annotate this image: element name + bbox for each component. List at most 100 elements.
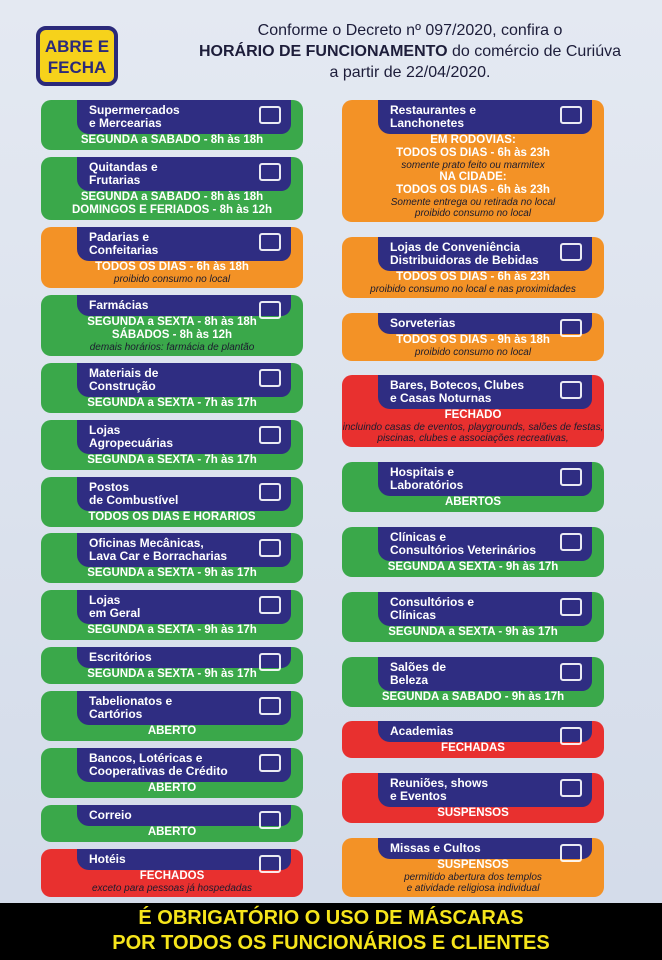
title-line: a partir de 22/04/2020.: [329, 64, 491, 81]
card-name: Distribuidoras de Bebidas: [390, 252, 539, 267]
card-name: Lojas: [89, 422, 121, 437]
column: Restaurantes e Lanchonetes EM RODOVIAS: TOD…: [342, 100, 604, 897]
card-tab: Quitandas e Frutarias: [77, 156, 291, 191]
card-tab: Lojas de Conveniência Distribuidoras de B…: [378, 236, 592, 271]
status: ABERTOS: [444, 496, 502, 509]
status: ABERTO: [147, 782, 197, 795]
card: Lojas Agropecuárias SEGUNDA a SEXTA - 7h à…: [41, 419, 303, 470]
column: Supermercados e Mercearias SEGUNDA a SÁBAD…: [41, 100, 303, 897]
status: SEGUNDA a SEXTA - 9h às 17h: [87, 624, 257, 637]
card: Hotéis FECHADOS exceto para pessoas já hos…: [41, 848, 303, 897]
card: Academias FECHADAS: [342, 721, 604, 759]
card: Missas e Cultos SUSPENSOS permitido abertu…: [342, 837, 604, 897]
card-name: Lojas: [89, 593, 121, 608]
card-name: Escritórios: [89, 650, 152, 665]
status: EM RODOVIAS:: [430, 134, 516, 146]
note: proibido consumo no local: [414, 208, 532, 219]
card-tab: Missas e Cultos: [378, 837, 592, 862]
card-tab: Materiais de Construção: [77, 362, 291, 397]
card-tab: Escritórios: [77, 647, 291, 672]
card-name: Confeitarias: [89, 242, 159, 257]
card-name: Bares, Botecos, Clubes: [390, 378, 525, 393]
card-name: Bancos, Lotéricas e: [89, 751, 203, 766]
card-tab: Sorveterias: [378, 312, 592, 337]
logo-line: ABRE E: [44, 37, 110, 56]
card-name: Salões de: [390, 659, 447, 674]
card-tab: Salões de Beleza: [378, 656, 592, 691]
card-tab: Lojas em Geral: [77, 590, 291, 625]
card: Escritórios SEGUNDA a SEXTA - 9h às 17h: [41, 647, 303, 685]
status: SUSPENSOS: [437, 858, 509, 871]
card-name: Agropecuárias: [89, 435, 174, 450]
card-name: Padarias e: [89, 229, 150, 244]
status: TODOS OS DIAS - 6h às 23h: [396, 147, 550, 159]
card: Restaurantes e Lanchonetes EM RODOVIAS: TOD…: [342, 100, 604, 222]
note: proibido consumo no local: [414, 346, 532, 358]
status: TODOS OS DIAS - 9h às 18h: [396, 333, 550, 346]
card: Supermercados e Mercearias SEGUNDA a SÁBAD…: [41, 100, 303, 150]
card-tab: Correio: [77, 805, 291, 830]
note: Somente entrega ou retirada no local: [390, 197, 556, 208]
status: FECHADAS: [441, 742, 505, 755]
card-name: Clínicas e: [390, 529, 447, 544]
status: SEGUNDA a SEXTA - 7h às 17h: [87, 396, 257, 409]
card-name: Consultórios e: [390, 594, 475, 609]
status: SÁBADOS - 8h às 12h: [111, 328, 233, 341]
card-name: Correio: [89, 808, 132, 823]
card: Padarias e Confeitarias TODOS OS DIAS - 6h…: [41, 226, 303, 288]
status: TODOS OS DIAS E HORÁRIOS: [88, 510, 256, 523]
note: exceto para pessoas já hospedadas: [91, 882, 253, 894]
note: proibido consumo no local: [113, 273, 231, 285]
status: SEGUNDA a SÁBADO - 8h às 18h: [80, 190, 264, 203]
card-name: Laboratórios: [390, 478, 464, 493]
title-text: do comércio de Curiúva: [447, 43, 621, 60]
status: ABERTO: [147, 826, 197, 839]
card-tab: Bares, Botecos, Clubes e Casas Noturnas: [378, 375, 592, 410]
card-name: Tabelionatos e: [89, 694, 173, 709]
card-tab: Oficinas Mecânicas, Lava Car e Borrachari…: [77, 533, 291, 568]
card: Salões de Beleza SEGUNDA a SÁBADO - 9h às …: [342, 656, 604, 707]
card-name: Reuniões, shows: [390, 776, 489, 791]
card-tab: Restaurantes e Lanchonetes: [378, 100, 592, 134]
status: TODOS OS DIAS - 6h às 18h: [95, 260, 249, 273]
card: Hospitais e Laboratórios ABERTOS: [342, 462, 604, 513]
card-tab: Lojas Agropecuárias: [77, 419, 291, 454]
card: Bancos, Lotéricas e Cooperativas de Crédi…: [41, 748, 303, 799]
card-name: Oficinas Mecânicas,: [89, 536, 204, 551]
status: SEGUNDA a SEXTA - 7h às 17h: [87, 453, 257, 466]
card: Lojas de Conveniência Distribuidoras de B…: [342, 236, 604, 298]
card-name: Lanchonetes: [390, 116, 465, 130]
card-name: em Geral: [89, 606, 141, 621]
card-name: Lava Car e Borracharias: [89, 549, 228, 564]
footer: É OBRIGATÓRIO O USO DE MÁSCARAS POR TODOS…: [0, 903, 662, 960]
card-tab: Padarias e Confeitarias: [77, 226, 291, 261]
card: Consultórios e Clínicas SEGUNDA a SEXTA - …: [342, 591, 604, 642]
status: SEGUNDA a SEXTA - 9h às 17h: [87, 567, 257, 580]
status: FECHADO: [444, 409, 502, 422]
status: TODOS OS DIAS - 6h às 23h: [396, 270, 550, 283]
card: Postos de Combustível TODOS OS DIAS E HORÁ…: [41, 476, 303, 527]
note: demais horários: farmácia de plantão: [89, 341, 255, 353]
card: Quitandas e Frutarias SEGUNDA a SÁBADO - 8…: [41, 156, 303, 220]
title-line: HORÁRIO DE FUNCIONAMENTO do comércio de …: [180, 41, 640, 62]
status: SEGUNDA a SEXTA - 9h às 17h: [87, 668, 257, 681]
card: Tabelionatos e Cartórios ABERTO: [41, 691, 303, 742]
card-name: Restaurantes e: [390, 103, 477, 117]
card-tab: Tabelionatos e Cartórios: [77, 691, 291, 726]
card: Farmácias SEGUNDA a SEXTA - 8h às 18h SÁBA…: [41, 294, 303, 356]
card: Bares, Botecos, Clubes e Casas Noturnas FE…: [342, 375, 604, 448]
card-tab: Postos de Combustível: [77, 476, 291, 511]
card-name: Clínicas: [390, 607, 437, 622]
note: e atividade religiosa individual: [406, 882, 540, 894]
card-name: Cartórios: [89, 707, 143, 722]
card-name: e Eventos: [390, 789, 447, 804]
footer-line: É OBRIGATÓRIO O USO DE MÁSCARAS: [138, 907, 524, 929]
status: SUSPENSOS: [437, 807, 509, 820]
status: SEGUNDA A SEXTA - 9h às 17h: [387, 560, 559, 573]
title-line: Conforme o Decreto nº 097/2020, confira …: [257, 22, 563, 39]
card-name: Cooperativas de Crédito: [89, 764, 228, 779]
card-name: e Casas Noturnas: [390, 391, 492, 406]
card-tab: Reuniões, shows e Eventos: [378, 773, 592, 808]
note: permitido abertura dos templos: [404, 871, 542, 883]
note: incluindo casas de eventos, playgrounds,…: [342, 422, 604, 434]
